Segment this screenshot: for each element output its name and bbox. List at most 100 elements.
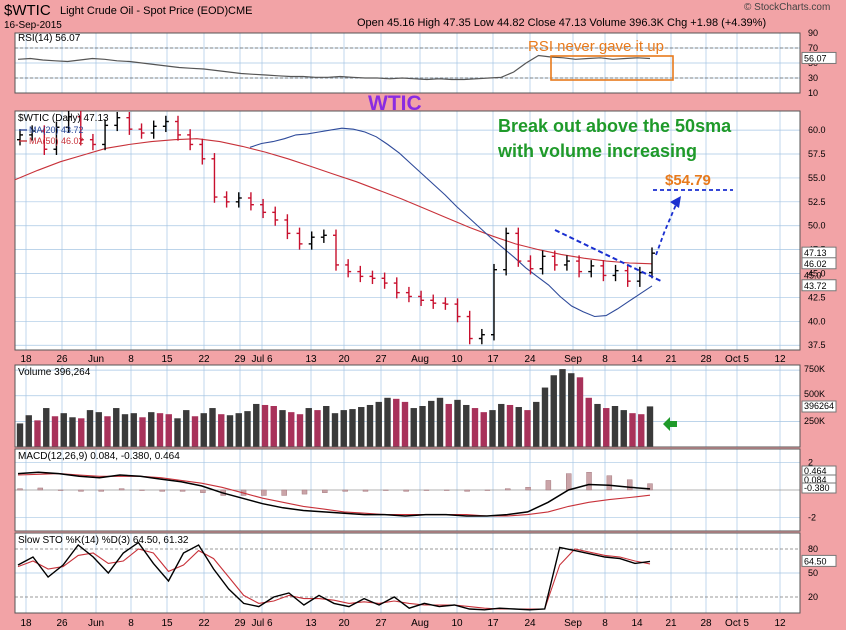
volume-bar (445, 403, 452, 447)
volume-bar (191, 416, 199, 447)
rsi-tick-label: 90 (808, 28, 818, 38)
volume-frame (14, 364, 801, 448)
volume-bar (305, 408, 312, 447)
macd-line (17, 471, 651, 517)
rsi-value-label: 56.07 (804, 53, 827, 63)
instrument-name: Light Crude Oil - Spot Price (EOD) (60, 5, 229, 17)
volume-bar (51, 416, 59, 447)
x-axis-label: 27 (375, 354, 387, 365)
volume-bar (454, 399, 461, 447)
macd-histogram-bar (444, 489, 450, 491)
x-axis-label-bottom: 12 (774, 618, 786, 629)
macd-histogram-bar (484, 489, 491, 491)
stochastic-k-line (17, 541, 651, 611)
volume-value-box (801, 400, 837, 413)
x-axis-label-bottom: 21 (665, 618, 677, 629)
ma50-line (14, 138, 653, 265)
x-axis-label: 29 (234, 354, 246, 365)
volume-bar (244, 411, 251, 447)
volume-bar (375, 401, 382, 447)
volume-bar (130, 413, 137, 447)
volume-arrow-icon (663, 417, 677, 431)
volume-bar (340, 410, 347, 447)
volume-bar (576, 377, 584, 447)
x-axis-label-bottom: 13 (305, 618, 317, 629)
macd-histogram-bar (17, 488, 23, 491)
volume-bar (384, 397, 391, 447)
macd-histogram-bar (281, 489, 287, 496)
price-tick-label: 37.5 (808, 340, 826, 350)
volume-bar (620, 410, 627, 447)
x-axis-label-bottom: Sep (564, 618, 582, 629)
volume-bar (104, 416, 111, 447)
rsi-frame (14, 32, 801, 94)
price-tick-label: 40.0 (808, 316, 826, 326)
macd-histogram-bar (118, 488, 125, 491)
x-axis-label: Jun (88, 354, 104, 365)
stochastic-frame (14, 532, 801, 614)
x-axis-label: 12 (774, 354, 786, 365)
volume-title: Volume 396,264 (18, 367, 91, 378)
volume-bar (139, 417, 146, 447)
volume-bar (165, 414, 172, 447)
price-tick-label: 57.5 (808, 149, 826, 159)
x-axis-label-bottom: Aug (411, 618, 429, 629)
macd-histogram-bar (37, 487, 44, 491)
macd-histogram-bar (525, 487, 531, 491)
volume-bar (358, 407, 365, 447)
volume-bar (235, 413, 242, 447)
volume-bar (515, 407, 522, 447)
macd-title: MACD(12,26,9) 0.084, -0.380, 0.464 (18, 451, 180, 462)
macd-histogram-bar (301, 489, 308, 495)
macd-histogram-bar (647, 483, 653, 491)
stochastic-title: Slow STO %K(14) %D(3) 64.50, 61.32 (18, 535, 189, 546)
price-value-label: 45.0 (804, 271, 822, 281)
macd-histogram-bar (200, 489, 206, 493)
volume-bar (585, 397, 592, 447)
volume-bar (78, 418, 85, 447)
volume-bar (349, 409, 356, 447)
x-axis-label-bottom: Jun (88, 618, 104, 629)
x-axis-label-bottom: 28 (700, 618, 712, 629)
price-tick-label: 55.0 (808, 173, 826, 183)
x-axis-label: 8 (128, 354, 134, 365)
stochastic-tick-label: 50 (808, 568, 818, 578)
volume-bar (419, 406, 426, 447)
volume-bar (638, 414, 645, 447)
volume-bar (121, 414, 129, 447)
x-axis-label-bottom: 15 (161, 618, 173, 629)
x-axis-label: 17 (487, 354, 499, 365)
volume-bar (393, 398, 400, 447)
x-axis-label: 13 (305, 354, 317, 365)
x-axis-label-bottom: 24 (524, 618, 536, 629)
rsi-tick-label: 10 (808, 88, 818, 98)
macd-histogram-bar (606, 475, 613, 491)
volume-tick-label: 250K (804, 416, 825, 426)
rsi-line (17, 54, 651, 81)
rsi-note-label: RSI never gave it up (528, 38, 664, 55)
x-axis-label-bottom: Oct 5 (725, 618, 749, 629)
volume-tick-label: 750K (804, 364, 825, 374)
macd-value-label: 0.084 (804, 475, 827, 485)
volume-bar (410, 408, 417, 447)
price-tick-label: 45.0 (808, 269, 826, 279)
x-axis-label-bottom: Jul 6 (251, 618, 273, 629)
volume-bar (174, 418, 181, 447)
ma20-line (249, 127, 653, 318)
macd-frame (14, 448, 801, 532)
volume-bar (34, 420, 41, 447)
macd-histogram-bar (403, 489, 409, 492)
ma20-legend-label: MA(20) 43.72 (29, 125, 84, 135)
volume-bar (113, 408, 120, 447)
x-axis-label-bottom: 10 (451, 618, 463, 629)
macd-histogram-bar (179, 489, 186, 492)
price-panel-background (14, 110, 801, 351)
x-axis-label: 14 (631, 354, 643, 365)
macd-histogram-bar (383, 489, 389, 491)
exchange: CME (228, 5, 253, 17)
macd-histogram-bar (98, 489, 104, 492)
volume-bar (401, 401, 409, 447)
chart-header: $WTIC Light Crude Oil - Spot Price (EOD)… (4, 2, 844, 32)
ma50-legend-label: MA(50) 46.02 (29, 136, 84, 146)
price-tick-label: 42.5 (808, 292, 826, 302)
